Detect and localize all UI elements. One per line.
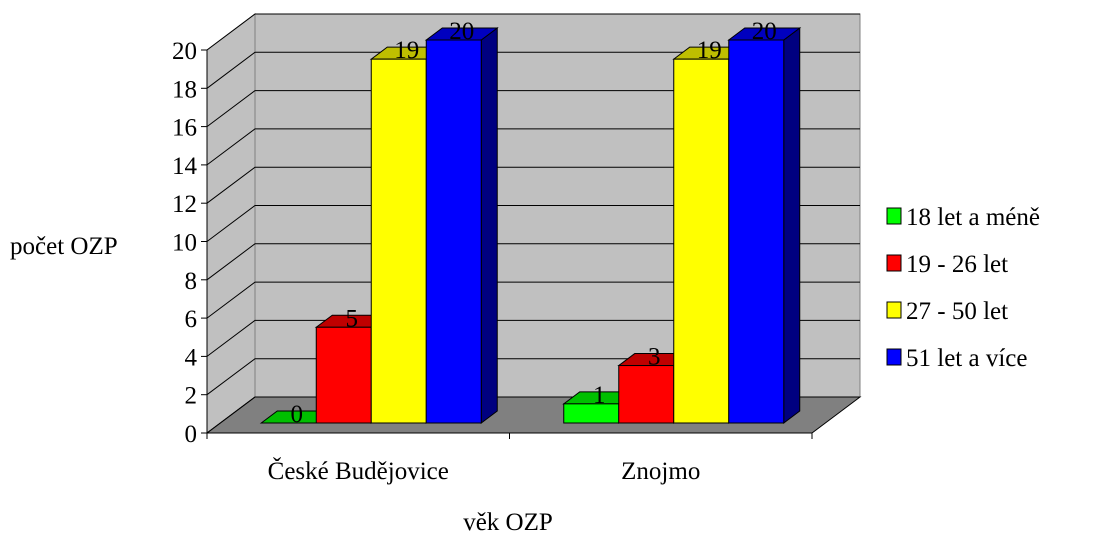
grid-line xyxy=(206,281,860,319)
y-tick-label: 6 xyxy=(185,306,198,333)
y-tick-label: 12 xyxy=(172,191,197,218)
bar xyxy=(728,39,785,424)
bar xyxy=(673,58,730,424)
bar-side xyxy=(783,27,801,424)
grid-line xyxy=(206,166,860,204)
legend-label: 19 - 26 let xyxy=(906,251,1008,278)
grid-line xyxy=(206,205,860,242)
grid-line xyxy=(206,128,860,166)
value-label: 0 xyxy=(291,401,304,428)
legend-label: 18 let a méně xyxy=(906,204,1040,231)
legend-label: 51 let a více xyxy=(906,345,1027,372)
bar xyxy=(315,326,372,424)
bar xyxy=(370,58,427,424)
y-tick-label: 16 xyxy=(172,115,197,142)
value-label: 3 xyxy=(648,344,661,371)
y-tick-label: 4 xyxy=(185,344,198,371)
legend-swatch xyxy=(886,254,902,272)
grid-line xyxy=(206,51,860,89)
grid-line xyxy=(206,90,860,127)
value-label: 20 xyxy=(449,18,474,45)
y-tick-label: 14 xyxy=(172,153,198,180)
value-label: 5 xyxy=(346,305,359,332)
bar xyxy=(563,403,620,424)
y-axis-label: počet OZP xyxy=(10,233,118,260)
y-tick-label: 18 xyxy=(172,76,197,103)
grid-line xyxy=(206,319,860,357)
value-label: 20 xyxy=(752,18,777,45)
bar xyxy=(425,39,482,424)
grid-line xyxy=(206,243,860,281)
bar-side xyxy=(480,27,498,424)
x-tick-label: České Budějovice xyxy=(268,457,449,485)
y-tick-label: 8 xyxy=(185,268,198,295)
x-axis-label: věk OZP xyxy=(463,509,553,536)
x-tick-label: Znojmo xyxy=(621,458,700,485)
grid-line xyxy=(206,13,860,51)
value-label: 19 xyxy=(394,37,419,64)
y-tick-label: 2 xyxy=(185,383,198,410)
y-tick-label: 20 xyxy=(172,38,197,65)
y-tick-label: 10 xyxy=(172,230,197,257)
bar xyxy=(618,365,675,424)
y-tick-label: 0 xyxy=(185,421,198,448)
legend-swatch xyxy=(886,301,902,319)
value-label: 19 xyxy=(697,37,722,64)
legend-label: 27 - 50 let xyxy=(906,298,1008,325)
value-label: 1 xyxy=(593,382,606,409)
legend-swatch xyxy=(886,207,902,225)
legend-swatch xyxy=(886,348,902,366)
